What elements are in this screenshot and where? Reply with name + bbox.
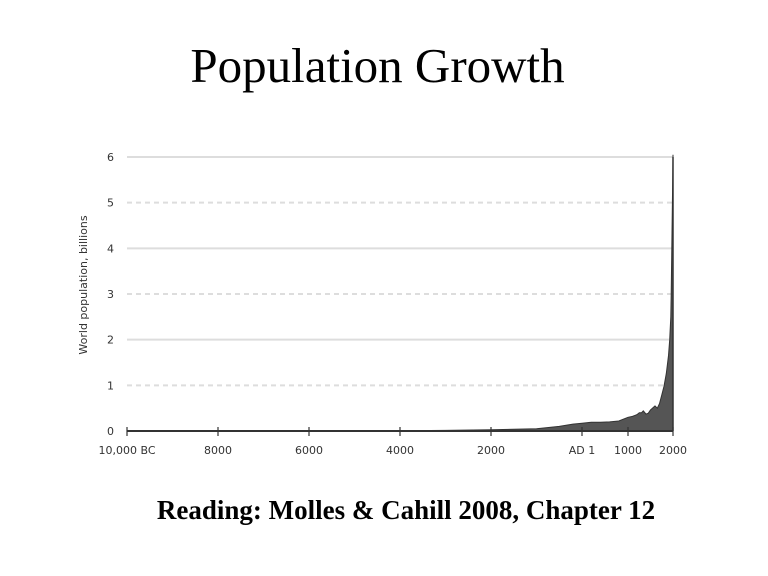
x-tick-label: 1000 [614, 444, 642, 457]
population-area [126, 154, 674, 432]
x-axis-tick-labels: 10,000 BC 8000 6000 4000 2000 AD 1 1000 2000 [98, 444, 687, 457]
x-axis [126, 157, 674, 436]
x-tick-label: AD 1 [569, 444, 596, 457]
x-tick-label: 2000 [659, 444, 687, 457]
y-axis-label: World population, billions [77, 215, 90, 354]
y-axis-tick-labels: 0 1 2 3 4 5 6 [107, 151, 114, 438]
x-tick-label: 2000 [477, 444, 505, 457]
reading-reference: Reading: Molles & Cahill 2008, Chapter 1… [156, 495, 656, 525]
chart-gridlines [127, 156, 673, 387]
y-tick-label: 0 [107, 425, 114, 438]
x-tick-label: 6000 [295, 444, 323, 457]
x-tick-label: 4000 [386, 444, 414, 457]
y-tick-label: 1 [107, 379, 114, 392]
y-tick-label: 2 [107, 334, 114, 347]
y-tick-label: 5 [107, 197, 114, 210]
x-tick-label: 10,000 BC [98, 444, 155, 457]
x-tick-label: 8000 [204, 444, 232, 457]
y-tick-label: 4 [107, 242, 114, 255]
y-tick-label: 6 [107, 151, 114, 164]
slide-title: Population Growth [190, 38, 565, 93]
y-tick-label: 3 [107, 288, 114, 301]
